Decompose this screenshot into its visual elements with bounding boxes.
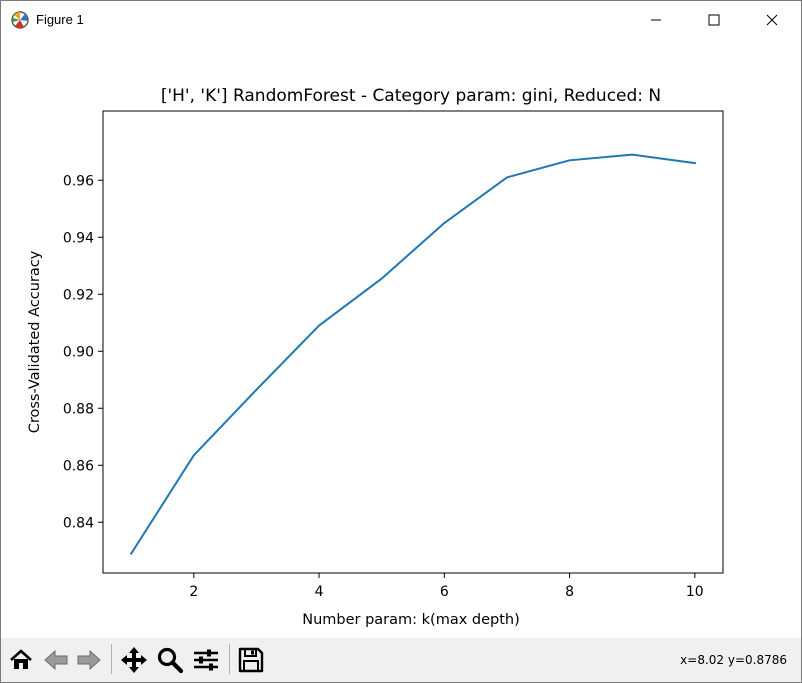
- matplotlib-icon: [10, 10, 30, 30]
- pan-move-icon: [121, 647, 147, 673]
- pan-button[interactable]: [118, 644, 150, 676]
- window-title: Figure 1: [36, 12, 84, 27]
- save-disk-icon: [238, 647, 264, 673]
- chart-title: ['H', 'K'] RandomForest - Category param…: [161, 86, 661, 106]
- close-icon: [766, 14, 778, 26]
- close-button[interactable]: [743, 1, 801, 39]
- figure-canvas[interactable]: ['H', 'K'] RandomForest - Category param…: [1, 39, 801, 635]
- toolbar-separator: [111, 644, 112, 674]
- line-chart: ['H', 'K'] RandomForest - Category param…: [27, 86, 724, 628]
- x-tick-label: 6: [440, 584, 449, 600]
- maximize-icon: [708, 14, 720, 26]
- minimize-button[interactable]: [627, 1, 685, 39]
- title-bar[interactable]: Figure 1: [1, 1, 801, 39]
- y-axis: 0.84 0.86 0.88 0.90 0.92 0.94 0.96: [63, 173, 103, 531]
- x-tick-label: 4: [315, 584, 324, 600]
- plot-frame: [102, 110, 724, 574]
- x-tick-label: 10: [686, 584, 704, 600]
- y-axis-label: Cross-Validated Accuracy: [27, 250, 43, 433]
- back-arrow-icon: [44, 649, 68, 671]
- y-tick-label: 0.96: [63, 173, 94, 189]
- x-axis-label: Number param: k(max depth): [302, 612, 520, 628]
- zoom-button[interactable]: [154, 644, 186, 676]
- series-group: [129, 153, 696, 556]
- x-axis: 2 4 6 8 10: [189, 573, 704, 600]
- forward-button[interactable]: [73, 644, 105, 676]
- y-tick-label: 0.90: [63, 344, 94, 360]
- back-button[interactable]: [40, 644, 72, 676]
- y-tick-label: 0.84: [63, 515, 94, 531]
- x-tick-label: 8: [565, 584, 574, 600]
- zoom-magnifier-icon: [157, 647, 184, 674]
- navigation-toolbar: x=8.02 y=0.8786: [1, 638, 801, 682]
- series-line: [129, 153, 696, 556]
- toolbar-separator: [229, 644, 230, 674]
- configure-subplots-icon: [194, 649, 218, 671]
- minimize-icon: [651, 19, 661, 21]
- forward-arrow-icon: [77, 649, 101, 671]
- save-button[interactable]: [235, 644, 267, 676]
- maximize-button[interactable]: [685, 1, 743, 39]
- y-tick-label: 0.94: [63, 230, 94, 246]
- cursor-coordinates: x=8.02 y=0.8786: [680, 653, 787, 667]
- y-tick-label: 0.86: [63, 458, 94, 474]
- x-tick-label: 2: [189, 584, 198, 600]
- y-tick-label: 0.88: [63, 401, 94, 417]
- home-button[interactable]: [5, 644, 37, 676]
- y-tick-label: 0.92: [63, 287, 94, 303]
- subplots-button[interactable]: [190, 644, 222, 676]
- home-icon: [10, 649, 32, 669]
